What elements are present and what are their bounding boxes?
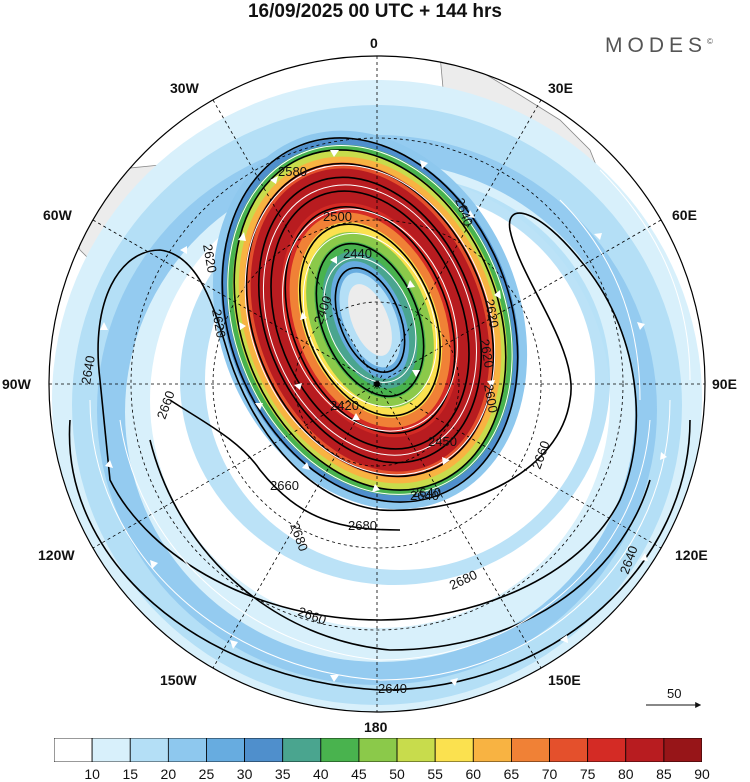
colorbar-swatch [511, 738, 550, 762]
contour-label: 2440 [343, 246, 372, 261]
contour-label: 2680 [348, 518, 377, 533]
colorbar-swatch [549, 738, 589, 762]
graticule [49, 56, 705, 712]
colorbar-tick-label: 10 [84, 766, 100, 782]
contour-label: 2640 [412, 485, 441, 500]
map-title: 16/09/2025 00 UTC + 144 hrs [247, 1, 503, 22]
colorbar-tick-label: 85 [656, 766, 672, 782]
contour-label: 2500 [323, 209, 352, 224]
colorbar-swatch [167, 738, 207, 762]
lon-label-150e: 150E [548, 672, 581, 688]
south-pole-marker [374, 381, 380, 387]
height-contours [68, 137, 691, 691]
colorbar-swatch [587, 738, 627, 762]
colorbar-swatch [91, 738, 131, 762]
modes-logo: MODES© [605, 34, 713, 58]
colorbar-tick-label: 70 [541, 766, 558, 782]
lon-label-90e: 90E [712, 376, 737, 392]
colorbar [54, 738, 702, 762]
contour-label: 2620 [482, 298, 502, 329]
contour-label: 2580 [278, 164, 307, 179]
colorbar-tick-label: 75 [579, 766, 596, 782]
colorbar-swatch [320, 738, 360, 762]
polar-map: 2580 2500 2440 2400 2420 2450 2640 2620 … [2, 35, 737, 735]
lon-label-120w: 120W [38, 547, 75, 563]
colorbar-swatch [129, 738, 169, 762]
contour-label: 2640 [410, 488, 439, 503]
contour-label: 2640 [78, 354, 98, 385]
contour-label: 2640 [378, 681, 407, 696]
colorbar-swatch [396, 738, 436, 762]
contour-label: 2420 [330, 398, 359, 413]
map-boundary [48, 55, 706, 713]
map-disk [49, 56, 705, 712]
reference-vector-label: 50 [667, 688, 681, 701]
colorbar-tick-label: 30 [236, 766, 253, 782]
contour-label: 2600 [481, 383, 501, 414]
contour-label: 2620 [200, 243, 220, 274]
colorbar-tick-label: 90 [694, 766, 710, 782]
colorbar-tick-label: 65 [503, 766, 520, 782]
colorbar-tick-label: 55 [427, 766, 443, 782]
brand-text: MODES [605, 34, 708, 57]
contour-label: 2450 [428, 434, 457, 449]
colorbar-tick-label: 80 [617, 766, 634, 782]
colorbar-tick-label: 60 [465, 766, 482, 782]
lon-label-180: 180 [364, 719, 388, 735]
contour-label: 2620 [209, 308, 229, 339]
colorbar-swatch [54, 738, 93, 762]
colorbar-tick-label: 20 [160, 766, 177, 782]
colorbar-swatch [434, 738, 474, 762]
lon-label-90w: 90W [2, 376, 32, 392]
colorbar-tick-label: 25 [198, 766, 215, 782]
colorbar-swatch [206, 738, 245, 762]
reference-vector: 50 [646, 688, 702, 708]
colorbar-swatch [472, 738, 512, 762]
colorbar-swatch [244, 738, 284, 762]
contour-label-group: 2580 2500 2440 2400 2420 2450 2640 2620 … [78, 164, 641, 696]
colorbar-tick-label: 15 [122, 766, 139, 782]
longitude-labels: 0 30E 60E 90E 120E 150E 180 150W 120W 90… [2, 35, 737, 735]
contour-label: 2660 [270, 478, 299, 493]
colorbar-tick-label: 35 [274, 766, 291, 782]
colorbar-tick-label: 40 [313, 766, 329, 782]
colorbar-swatch [625, 738, 665, 762]
copyright-mark: © [707, 37, 713, 46]
colorbar-tick-label: 45 [351, 766, 367, 782]
wind-arrowheads [100, 150, 667, 686]
lon-label-120e: 120E [675, 547, 708, 563]
lon-label-30w: 30W [170, 80, 200, 96]
lon-label-60e: 60E [672, 207, 697, 223]
wind-streamlines [89, 145, 691, 681]
contour-label: 2620 [477, 338, 497, 369]
lon-label-0: 0 [370, 35, 378, 51]
colorbar-tick-label: 50 [389, 766, 405, 782]
lon-label-60w: 60W [43, 207, 73, 223]
lon-label-150w: 150W [160, 672, 197, 688]
colorbar-swatch [282, 738, 322, 762]
lon-label-30e: 30E [548, 80, 573, 96]
colorbar-swatch [663, 738, 702, 762]
colorbar-ticks: 10 15 20 25 30 35 40 45 50 55 60 65 70 75 80 85 90 [0, 766, 750, 782]
colorbar-swatch [358, 738, 398, 762]
